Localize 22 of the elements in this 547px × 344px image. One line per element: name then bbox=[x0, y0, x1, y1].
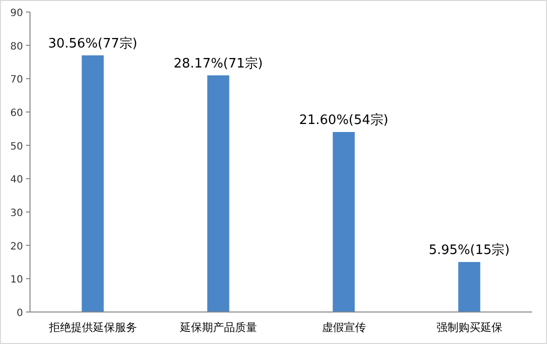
y-tick-label: 10 bbox=[10, 274, 23, 286]
x-tick-label: 拒绝提供延保服务 bbox=[48, 321, 137, 334]
y-tick-label: 20 bbox=[10, 241, 23, 252]
y-tick-label: 60 bbox=[10, 108, 23, 119]
data-label: 21.60%(54宗) bbox=[299, 112, 388, 128]
y-tick-label: 30 bbox=[10, 208, 23, 219]
y-tick-label: 40 bbox=[10, 174, 23, 186]
y-tick-label: 70 bbox=[10, 74, 23, 86]
bar bbox=[332, 132, 355, 312]
y-tick-label: 90 bbox=[10, 8, 23, 19]
bar bbox=[207, 75, 230, 312]
bar bbox=[82, 55, 104, 312]
data-label: 28.17%(71宗) bbox=[174, 55, 263, 72]
y-tick-label: 50 bbox=[10, 141, 23, 152]
data-label: 5.95%(15宗) bbox=[428, 242, 510, 258]
x-tick-label: 延保期产品质量 bbox=[178, 321, 257, 334]
bar bbox=[458, 262, 480, 312]
x-tick-label: 强制购买延保 bbox=[436, 321, 502, 334]
y-tick-label: 0 bbox=[16, 308, 23, 319]
y-tick-label: 80 bbox=[10, 41, 23, 52]
data-label: 30.56%(77宗) bbox=[48, 35, 138, 52]
x-tick-label: 虚假宣传 bbox=[322, 321, 366, 334]
